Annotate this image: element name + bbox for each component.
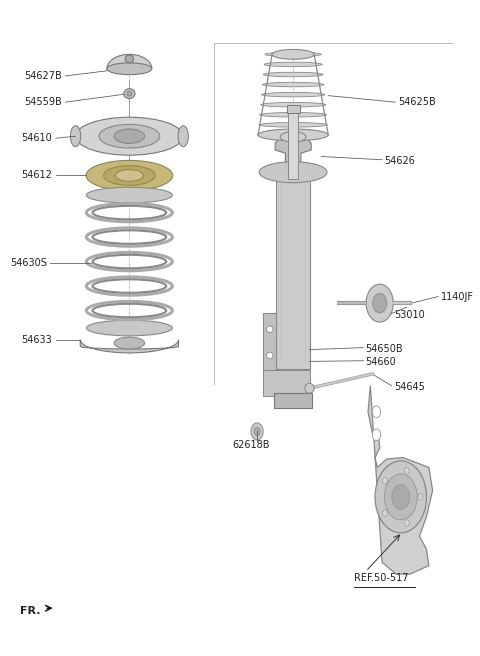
Bar xyxy=(287,165,299,176)
Bar xyxy=(263,370,310,396)
Ellipse shape xyxy=(71,126,81,147)
Ellipse shape xyxy=(405,468,409,474)
Polygon shape xyxy=(107,54,152,69)
Ellipse shape xyxy=(366,284,393,322)
Text: 54610: 54610 xyxy=(22,133,52,143)
Ellipse shape xyxy=(258,129,328,141)
Text: 54630S: 54630S xyxy=(11,258,48,268)
Ellipse shape xyxy=(124,89,135,98)
Polygon shape xyxy=(368,386,432,574)
Ellipse shape xyxy=(405,520,409,526)
Ellipse shape xyxy=(266,352,273,359)
Ellipse shape xyxy=(254,427,260,436)
Ellipse shape xyxy=(272,49,314,59)
Text: 54559B: 54559B xyxy=(24,97,61,107)
Ellipse shape xyxy=(107,63,152,75)
Ellipse shape xyxy=(251,423,263,440)
Text: 53010: 53010 xyxy=(394,310,424,320)
Text: 54626: 54626 xyxy=(384,156,415,166)
Text: REF.50-517: REF.50-517 xyxy=(354,573,408,583)
Bar xyxy=(276,169,310,369)
Ellipse shape xyxy=(264,62,322,67)
Ellipse shape xyxy=(178,126,188,147)
Ellipse shape xyxy=(383,478,387,484)
Ellipse shape xyxy=(287,173,299,179)
Text: 54612: 54612 xyxy=(21,171,52,180)
Text: 62618B: 62618B xyxy=(232,440,270,449)
Bar xyxy=(263,313,276,372)
Text: 54625B: 54625B xyxy=(398,97,436,107)
Ellipse shape xyxy=(127,91,132,96)
Ellipse shape xyxy=(375,461,427,533)
Ellipse shape xyxy=(86,161,173,190)
Ellipse shape xyxy=(372,429,381,441)
Text: 1140JF: 1140JF xyxy=(441,291,474,302)
Ellipse shape xyxy=(75,117,183,155)
Ellipse shape xyxy=(265,52,321,56)
Ellipse shape xyxy=(262,92,325,97)
Text: 54645: 54645 xyxy=(394,382,425,392)
Ellipse shape xyxy=(125,55,133,63)
Ellipse shape xyxy=(86,320,172,336)
Ellipse shape xyxy=(259,162,327,182)
Ellipse shape xyxy=(115,170,144,181)
Ellipse shape xyxy=(266,326,273,333)
Ellipse shape xyxy=(258,133,328,137)
Ellipse shape xyxy=(261,102,325,107)
Ellipse shape xyxy=(114,337,144,349)
Bar xyxy=(288,110,298,178)
Ellipse shape xyxy=(264,72,323,77)
Ellipse shape xyxy=(383,510,387,516)
Ellipse shape xyxy=(99,125,160,148)
Ellipse shape xyxy=(259,123,327,127)
Text: 54633: 54633 xyxy=(22,335,52,345)
Ellipse shape xyxy=(418,493,423,500)
Ellipse shape xyxy=(280,132,306,142)
Ellipse shape xyxy=(114,129,144,144)
Ellipse shape xyxy=(392,484,409,509)
Ellipse shape xyxy=(372,293,387,313)
Text: 54650B: 54650B xyxy=(366,344,403,354)
Bar xyxy=(274,394,312,408)
Bar xyxy=(287,105,300,113)
Text: 54660: 54660 xyxy=(366,357,396,367)
Ellipse shape xyxy=(86,187,172,203)
Polygon shape xyxy=(275,137,311,165)
Ellipse shape xyxy=(305,383,314,393)
Ellipse shape xyxy=(260,113,326,117)
Ellipse shape xyxy=(104,166,155,185)
Text: 54627B: 54627B xyxy=(24,71,61,81)
Ellipse shape xyxy=(372,406,381,418)
Polygon shape xyxy=(80,340,179,353)
Ellipse shape xyxy=(384,474,417,520)
Text: FR.: FR. xyxy=(20,605,41,616)
Ellipse shape xyxy=(263,83,324,87)
